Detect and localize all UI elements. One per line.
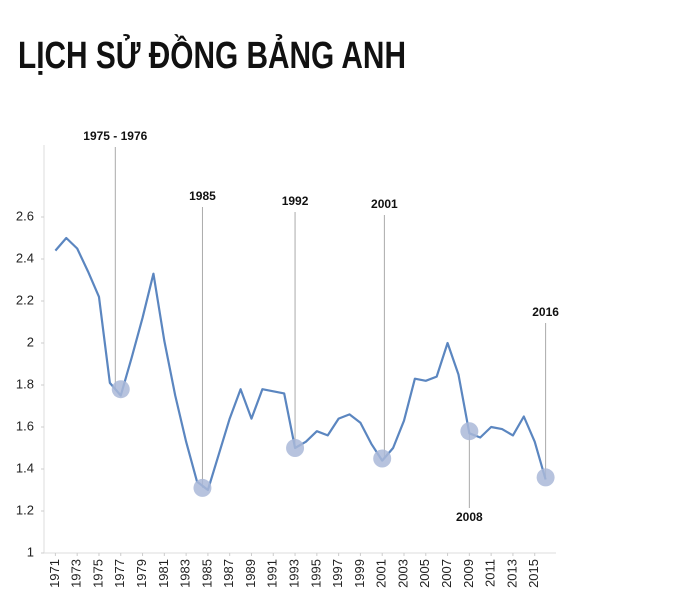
annotation-label: 1975 - 1976: [83, 129, 147, 143]
annotation-marker: [460, 422, 479, 441]
annotation-label: 2008: [456, 510, 483, 524]
y-tick-label: 1.6: [16, 418, 34, 433]
x-tick-label: 1975: [90, 559, 105, 588]
y-tick-label: 1.8: [16, 376, 34, 391]
x-tick-label: 1973: [69, 559, 84, 588]
annotation-marker: [373, 449, 392, 468]
annotation-marker: [286, 439, 305, 457]
x-tick-label: 1981: [156, 559, 171, 588]
x-tick-label: 2003: [395, 559, 410, 588]
y-tick-label: 2.6: [16, 208, 34, 223]
y-tick-label: 2.4: [16, 250, 34, 265]
annotation-label: 1985: [189, 189, 216, 203]
x-tick-label: 2005: [417, 559, 432, 588]
x-tick-label: 1977: [112, 559, 127, 588]
annotation-label: 2001: [371, 197, 398, 211]
y-tick-label: 1.4: [16, 460, 34, 475]
annotation-marker: [536, 468, 555, 487]
y-tick-label: 1.2: [16, 502, 34, 517]
x-tick-label: 2011: [483, 559, 498, 587]
x-tick-label: 1989: [243, 559, 258, 588]
y-tick-label: 1: [27, 544, 34, 559]
x-tick-label: 1999: [352, 559, 367, 588]
x-tick-label: 1997: [330, 559, 345, 588]
x-tick-label: 2009: [461, 559, 476, 588]
y-tick-label: 2.2: [16, 292, 34, 307]
x-tick-label: 1991: [265, 559, 280, 588]
annotation-marker: [193, 478, 212, 497]
x-tick-label: 2013: [504, 559, 519, 588]
annotation-label: 1992: [282, 194, 309, 208]
y-tick-label: 2: [27, 334, 34, 349]
x-tick-label: 1987: [221, 559, 236, 588]
x-tick-label: 1983: [178, 559, 193, 588]
x-tick-label: 2007: [439, 559, 454, 588]
x-tick-label: 1985: [199, 559, 214, 588]
annotation-marker: [111, 380, 130, 399]
annotation-label: 2016: [532, 305, 559, 319]
x-tick-label: 2001: [374, 559, 389, 588]
x-tick-label: 1993: [286, 559, 301, 588]
x-tick-label: 1979: [134, 559, 149, 588]
x-tick-label: 2015: [526, 559, 541, 588]
chart-title: LỊCH SỬ ĐỒNG BẢNG ANH: [18, 33, 406, 77]
x-tick-label: 1971: [47, 559, 62, 588]
x-tick-label: 1995: [308, 559, 323, 588]
